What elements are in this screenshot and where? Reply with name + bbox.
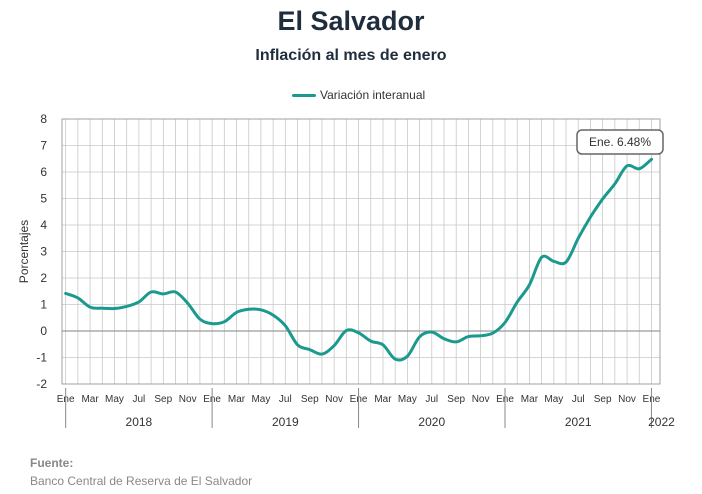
x-tick-label: Jul: [279, 394, 292, 405]
x-tick-label: May: [105, 394, 124, 405]
y-tick-label: 0: [40, 324, 47, 338]
y-tick-label: 2: [40, 271, 47, 285]
annotation-label: Ene. 6.48%: [589, 135, 651, 149]
x-tick-label: Jul: [132, 394, 145, 405]
year-label: 2022: [648, 415, 675, 429]
x-tick-label: Mar: [228, 394, 246, 405]
x-tick-label: Jul: [572, 394, 585, 405]
annotation-box: [576, 129, 664, 155]
x-tick-label: Nov: [618, 394, 636, 405]
source-text: Banco Central de Reserva de El Salvador: [30, 474, 253, 488]
y-tick-label: 8: [40, 112, 47, 126]
x-tick-label: Mar: [521, 394, 539, 405]
source-label: Fuente:: [30, 456, 74, 470]
x-tick-label: Mar: [81, 394, 99, 405]
x-tick-label: Nov: [472, 394, 490, 405]
year-label: 2019: [272, 415, 299, 429]
legend-label: Variación interanual: [320, 88, 426, 102]
y-tick-label: 5: [40, 192, 47, 206]
legend-swatch: [292, 93, 316, 97]
y-tick-label: 6: [40, 165, 47, 179]
y-tick-label: -1: [36, 351, 47, 365]
x-tick-label: May: [251, 394, 270, 405]
y-tick-label: 3: [40, 245, 47, 259]
plot-border: [61, 118, 661, 385]
x-tick-label: Sep: [301, 394, 319, 405]
x-tick-label: Sep: [154, 394, 172, 405]
x-tick-label: Nov: [325, 394, 343, 405]
x-tick-label: Nov: [179, 394, 197, 405]
x-tick-label: Sep: [594, 394, 612, 405]
legend: Variación interanual: [292, 87, 425, 103]
year-label: 2018: [126, 415, 153, 429]
y-tick-label: 1: [40, 298, 47, 312]
year-label: 2021: [565, 415, 592, 429]
x-tick-label: May: [398, 394, 417, 405]
year-label: 2020: [418, 415, 445, 429]
y-tick-label: 7: [40, 139, 47, 153]
y-axis-label: Porcentajes: [17, 220, 31, 283]
x-tick-label: Sep: [447, 394, 465, 405]
x-tick-label: Jul: [425, 394, 438, 405]
chart-subtitle: Inflación al mes de enero: [255, 47, 447, 64]
y-tick-label: 4: [40, 218, 47, 232]
y-tick-label: -2: [36, 377, 47, 391]
x-tick-label: May: [544, 394, 563, 405]
series-line: [64, 157, 653, 362]
chart-title: El Salvador: [277, 6, 425, 36]
x-tick-label: Mar: [374, 394, 392, 405]
